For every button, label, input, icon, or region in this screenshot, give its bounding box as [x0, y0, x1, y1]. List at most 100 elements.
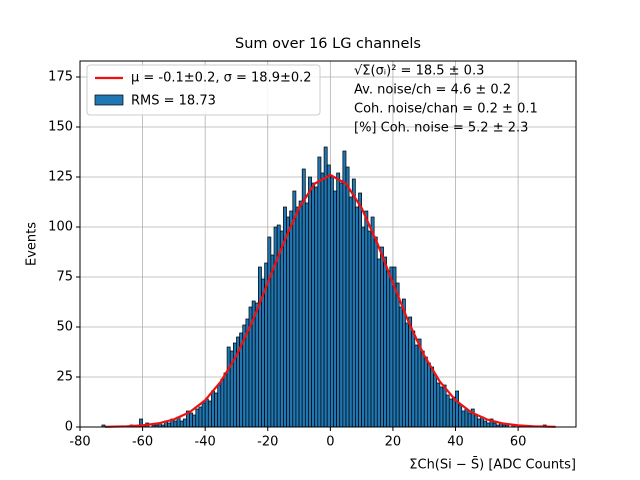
bar [173, 420, 178, 428]
bar [427, 362, 431, 428]
x-tick-label: 20 [385, 435, 402, 450]
bar [320, 172, 325, 428]
bar [442, 384, 447, 428]
bar [311, 182, 316, 428]
bar [417, 338, 422, 428]
bar [492, 422, 497, 428]
bar [226, 346, 231, 428]
bar [386, 270, 391, 428]
bar [483, 420, 488, 428]
bar [473, 414, 478, 428]
bar [358, 192, 362, 428]
bar [361, 226, 366, 428]
bar [383, 256, 388, 428]
bar [477, 418, 481, 428]
bar [348, 196, 353, 428]
bar [270, 254, 275, 428]
bar [304, 202, 309, 428]
foreground: -80 -60 -40 -20 0 20 40 60 0 25 50 75 100 125 150 175 μ … [48, 60, 577, 450]
bar [364, 210, 369, 428]
x-tick-label: -60 [132, 435, 153, 450]
bar [398, 306, 403, 428]
bar [423, 356, 428, 428]
bar [211, 390, 215, 428]
bar [405, 322, 409, 428]
bar [461, 410, 466, 428]
bar [308, 176, 312, 428]
bar [355, 206, 359, 428]
annotation: [%] Coh. noise = 5.2 ± 2.3 [354, 121, 528, 136]
bar [464, 408, 469, 428]
bar [351, 178, 356, 428]
y-axis-label: Events [25, 222, 40, 266]
bar [389, 266, 394, 428]
bar [467, 412, 472, 428]
bar [179, 420, 184, 428]
x-tick-label: -40 [195, 435, 216, 450]
annotation: √Σ(σᵢ)² = 18.5 ± 0.3 [354, 64, 484, 79]
bar [289, 210, 294, 428]
bar [292, 190, 297, 428]
bar [198, 406, 203, 428]
bar [439, 386, 444, 428]
bar [323, 146, 328, 428]
plot-frame [79, 60, 577, 428]
bar [395, 282, 400, 428]
annotation: Coh. noise/chan = 0.2 ± 0.1 [354, 102, 538, 117]
bar [314, 186, 319, 428]
bar [295, 206, 300, 428]
x-tick-label: -80 [69, 435, 90, 450]
bar [420, 350, 425, 428]
bar [261, 278, 265, 428]
bar [220, 378, 225, 428]
x-tick-label: 60 [510, 435, 527, 450]
bar [317, 156, 322, 428]
x-tick-label: 0 [326, 435, 334, 450]
chart-title: Sum over 16 LG channels [235, 36, 421, 52]
bar [486, 422, 491, 428]
bar [345, 166, 350, 428]
bar [376, 258, 381, 428]
bar [286, 216, 291, 428]
bar [167, 422, 172, 428]
bar [436, 382, 441, 428]
bar [214, 392, 219, 428]
bar [192, 414, 197, 428]
y-tick-label: 50 [56, 320, 73, 335]
bar [301, 168, 306, 428]
y-tick-label: 100 [48, 220, 73, 235]
bar [329, 176, 334, 428]
bar [380, 246, 384, 428]
bar [254, 302, 259, 428]
bar [258, 266, 262, 428]
legend-swatch [94, 94, 124, 106]
bar [336, 172, 341, 428]
x-tick-label: -20 [257, 435, 278, 450]
y-tick-label: 125 [48, 170, 73, 185]
bar [401, 298, 406, 428]
bar [267, 236, 272, 428]
x-axis-label: ΣCh(Si − S̄) [ADC Counts] [409, 457, 576, 472]
bar [279, 230, 284, 428]
bar [207, 400, 212, 428]
bar [430, 366, 434, 428]
bar [273, 226, 278, 428]
y-tick-label: 75 [56, 270, 73, 285]
bar [458, 404, 463, 428]
y-tick-label: 150 [48, 120, 73, 135]
bar [373, 236, 378, 428]
bar [204, 398, 209, 428]
bar [408, 316, 413, 428]
bar [445, 394, 450, 428]
bar [433, 374, 438, 428]
bar [448, 398, 453, 428]
bar [455, 390, 459, 428]
legend-label: μ = -0.1±0.2, σ = 18.9±0.2 [131, 71, 312, 86]
x-tick-label: 40 [447, 435, 464, 450]
bar [217, 384, 222, 428]
annotation: Av. noise/ch = 4.6 ± 0.2 [354, 83, 511, 98]
bar [201, 402, 206, 428]
bar [452, 396, 456, 428]
bar [414, 344, 419, 428]
